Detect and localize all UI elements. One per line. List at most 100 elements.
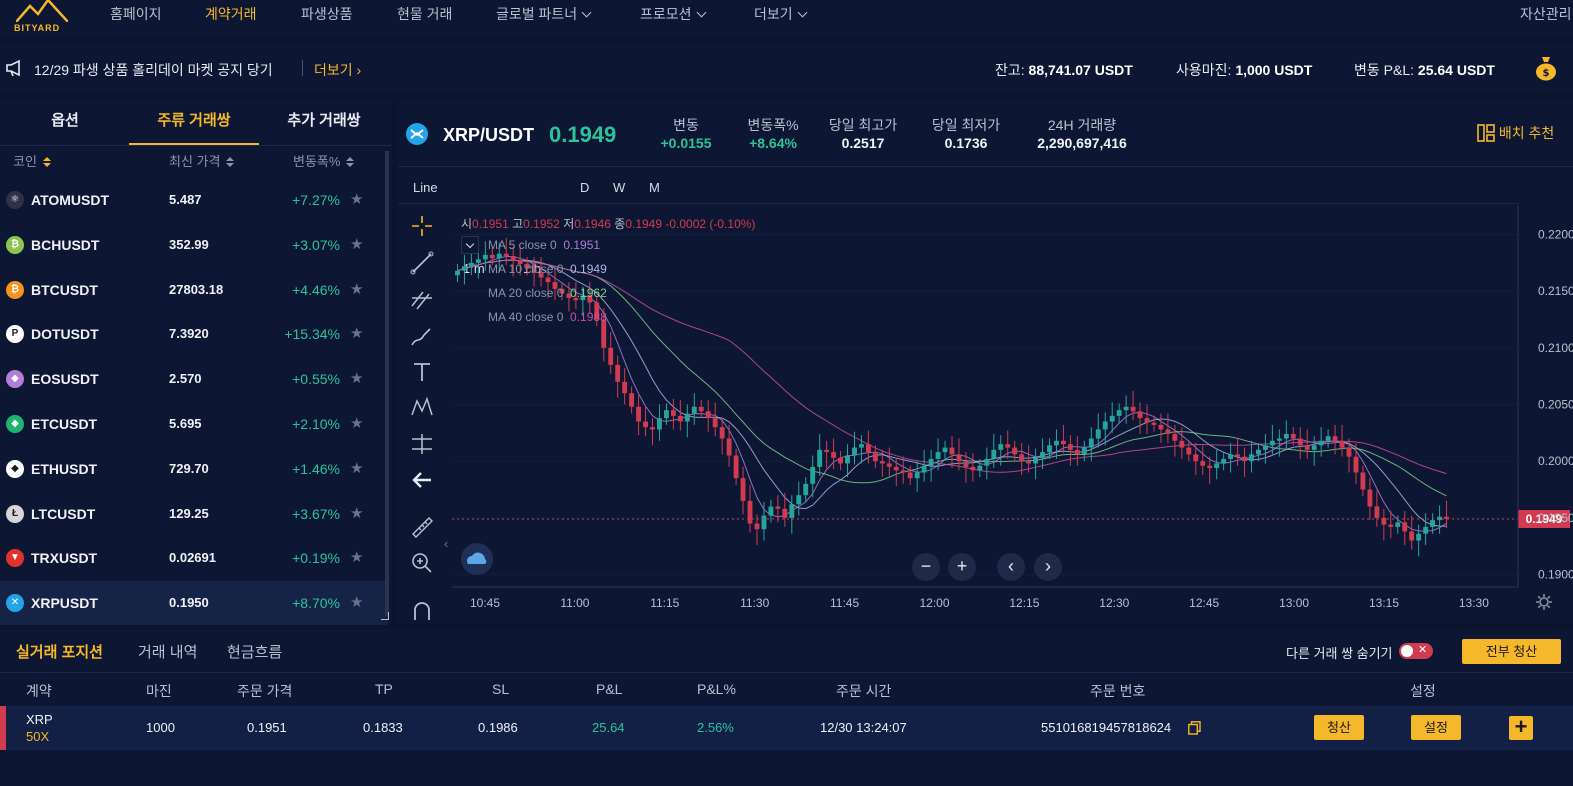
candle-body bbox=[1409, 531, 1415, 541]
crosshair-icon[interactable] bbox=[409, 213, 435, 239]
chart-logo-button[interactable] bbox=[461, 543, 493, 575]
star-icon[interactable]: ★ bbox=[350, 370, 364, 388]
candle-body bbox=[1047, 445, 1052, 453]
market-symbol: ETCUSDT bbox=[31, 416, 98, 432]
market-row-etcusdt[interactable]: ◆ ETCUSDT 5.695 +2.10% ★ bbox=[0, 402, 388, 446]
coin-icon: ₿ bbox=[6, 235, 24, 254]
candle-body bbox=[1402, 522, 1408, 532]
brush-icon[interactable] bbox=[409, 323, 435, 349]
hide-other-pairs-toggle[interactable]: ✕ bbox=[1399, 643, 1433, 659]
collapse-toolbar-icon[interactable]: ‹ bbox=[444, 536, 449, 551]
fib-tool-icon[interactable] bbox=[409, 286, 435, 312]
market-row-trxusdt[interactable]: ▼ TRXUSDT 0.02691 +0.19% ★ bbox=[0, 536, 388, 580]
brand-name: BITYARD bbox=[14, 23, 61, 33]
chevron-right-icon: › bbox=[356, 62, 362, 78]
star-icon[interactable]: ★ bbox=[350, 415, 364, 432]
close-position-button[interactable]: 청산 bbox=[1314, 715, 1364, 740]
chart-settings-gear-icon[interactable] bbox=[1535, 593, 1553, 611]
star-icon[interactable]: ★ bbox=[350, 280, 364, 298]
col-sl: SL bbox=[492, 681, 510, 697]
tab-major-pairs[interactable]: 주류 거래쌍 bbox=[129, 99, 259, 145]
scroll-right-button[interactable]: › bbox=[1034, 553, 1062, 581]
nav-asset-management[interactable]: 자산관리 bbox=[1520, 6, 1572, 22]
resize-handle[interactable] bbox=[381, 612, 389, 620]
star-icon[interactable]: ★ bbox=[350, 191, 364, 208]
brand-logo[interactable]: BITYARD bbox=[10, 0, 70, 36]
market-row-atomusdt[interactable]: ⚛ ATOMUSDT 5.487 +7.27% ★ bbox=[0, 178, 388, 222]
candle-body bbox=[1151, 422, 1157, 425]
price-column-header[interactable]: 최신 가격 bbox=[169, 151, 235, 170]
back-arrow-icon[interactable] bbox=[409, 467, 435, 493]
tab-cash-flow[interactable]: 현금흐름 bbox=[227, 644, 283, 661]
close-all-button[interactable]: 전부 청산 bbox=[1462, 639, 1561, 664]
coin-column-header[interactable]: 코인 bbox=[13, 151, 51, 170]
market-list-scrollbar[interactable] bbox=[385, 151, 389, 616]
interval-week[interactable]: W bbox=[613, 180, 626, 195]
measure-tool-icon[interactable] bbox=[409, 431, 435, 457]
interval-day[interactable]: D bbox=[580, 180, 590, 195]
interval-month[interactable]: M bbox=[649, 180, 660, 195]
market-row-xrpusdt[interactable]: ✕ XRPUSDT 0.1950 +8.70% ★ bbox=[0, 581, 388, 626]
tab-options[interactable]: 옵션 bbox=[51, 112, 79, 129]
interval-line[interactable]: Line bbox=[413, 180, 438, 195]
pair-name[interactable]: XRP/USDT bbox=[443, 125, 535, 145]
add-position-button[interactable]: + bbox=[1509, 716, 1533, 740]
tab-additional-pairs[interactable]: 추가 거래쌍 bbox=[287, 112, 361, 129]
stat-volume-value: 2,290,697,416 bbox=[1037, 135, 1127, 151]
star-icon[interactable]: ★ bbox=[350, 235, 364, 253]
nav-contract-trading[interactable]: 계약거래 bbox=[205, 6, 257, 22]
candle-body bbox=[1430, 520, 1436, 527]
text-tool-icon[interactable] bbox=[409, 359, 435, 385]
x-tick-label: 13:15 bbox=[1369, 596, 1399, 610]
candle-body bbox=[1381, 517, 1387, 525]
market-row-dotusdt[interactable]: P DOTUSDT 7.3920 +15.34% ★ bbox=[0, 312, 388, 356]
candle-body bbox=[921, 465, 927, 473]
star-icon[interactable]: ★ bbox=[350, 594, 364, 612]
candle-body bbox=[726, 438, 732, 456]
price-chart[interactable]: 0.1949 0.2200 0.2150 0.2100 0.2050 0.2000 0.1… bbox=[452, 205, 1573, 615]
notice-text[interactable]: 12/29 파생 상품 홀리데이 마켓 공지 당기 bbox=[34, 62, 273, 78]
star-icon[interactable]: ★ bbox=[350, 504, 364, 522]
ma40-value: 0.1988 bbox=[570, 310, 607, 324]
sort-icon bbox=[226, 157, 235, 167]
nav-global-partner[interactable]: 글로벌 파트너 bbox=[496, 4, 592, 24]
magnet-icon[interactable] bbox=[409, 596, 435, 620]
scroll-left-button[interactable]: ‹ bbox=[997, 553, 1025, 581]
tab-trade-history[interactable]: 거래 내역 bbox=[138, 644, 198, 661]
ruler-icon[interactable] bbox=[409, 514, 435, 540]
ma10-line bbox=[457, 259, 1447, 527]
market-row-ltcusdt[interactable]: Ł LTCUSDT 129.25 +3.67% ★ bbox=[0, 492, 388, 536]
star-icon[interactable]: ★ bbox=[350, 459, 364, 477]
pattern-tool-icon[interactable] bbox=[409, 395, 435, 421]
nav-derivatives[interactable]: 파생상품 bbox=[301, 6, 353, 22]
trend-line-icon[interactable] bbox=[409, 250, 435, 276]
nav-more[interactable]: 더보기 bbox=[754, 4, 808, 24]
nav-home[interactable]: 홈페이지 bbox=[110, 6, 162, 22]
candle-body bbox=[1172, 433, 1178, 441]
candle-body bbox=[545, 277, 551, 283]
zoom-out-button[interactable]: − bbox=[912, 553, 940, 581]
notice-more-link[interactable]: 더보기 › bbox=[314, 60, 361, 80]
star-icon[interactable]: ★ bbox=[350, 549, 364, 567]
tab-live-positions[interactable]: 실거래 포지션 bbox=[16, 644, 103, 661]
money-bag-icon[interactable]: $ bbox=[1534, 55, 1558, 81]
zoom-in-icon[interactable] bbox=[409, 550, 435, 576]
layout-recommend-button[interactable]: 배치 추천 bbox=[1477, 123, 1554, 143]
market-row-eosusdt[interactable]: ◆ EOSUSDT 2.570 +0.55% ★ bbox=[0, 357, 388, 401]
x-tick-label: 11:15 bbox=[650, 596, 679, 610]
star-icon[interactable]: ★ bbox=[350, 325, 364, 343]
market-row-ethusdt[interactable]: ◆ ETHUSDT 729.70 +1.46% ★ bbox=[0, 447, 388, 491]
market-row-bchusdt[interactable]: ₿ BCHUSDT 352.99 +3.07% ★ bbox=[0, 223, 388, 267]
nav-spot-trading[interactable]: 현물 거래 bbox=[397, 6, 453, 22]
legend-collapse-button[interactable] bbox=[461, 236, 479, 254]
stat-low-label: 당일 최저가 bbox=[931, 117, 1001, 133]
change-column-header[interactable]: 변동폭% bbox=[293, 151, 355, 170]
candle-body bbox=[517, 260, 523, 264]
market-row-btcusdt[interactable]: ₿ BTCUSDT 27803.18 +4.46% ★ bbox=[0, 268, 388, 312]
zoom-in-button[interactable]: + bbox=[948, 553, 976, 581]
nav-promotion[interactable]: 프로모션 bbox=[640, 4, 706, 24]
copy-icon[interactable] bbox=[1188, 721, 1201, 735]
position-settings-button[interactable]: 설정 bbox=[1411, 715, 1461, 740]
candle-body bbox=[1395, 522, 1401, 527]
market-change: +3.67% bbox=[292, 505, 340, 522]
